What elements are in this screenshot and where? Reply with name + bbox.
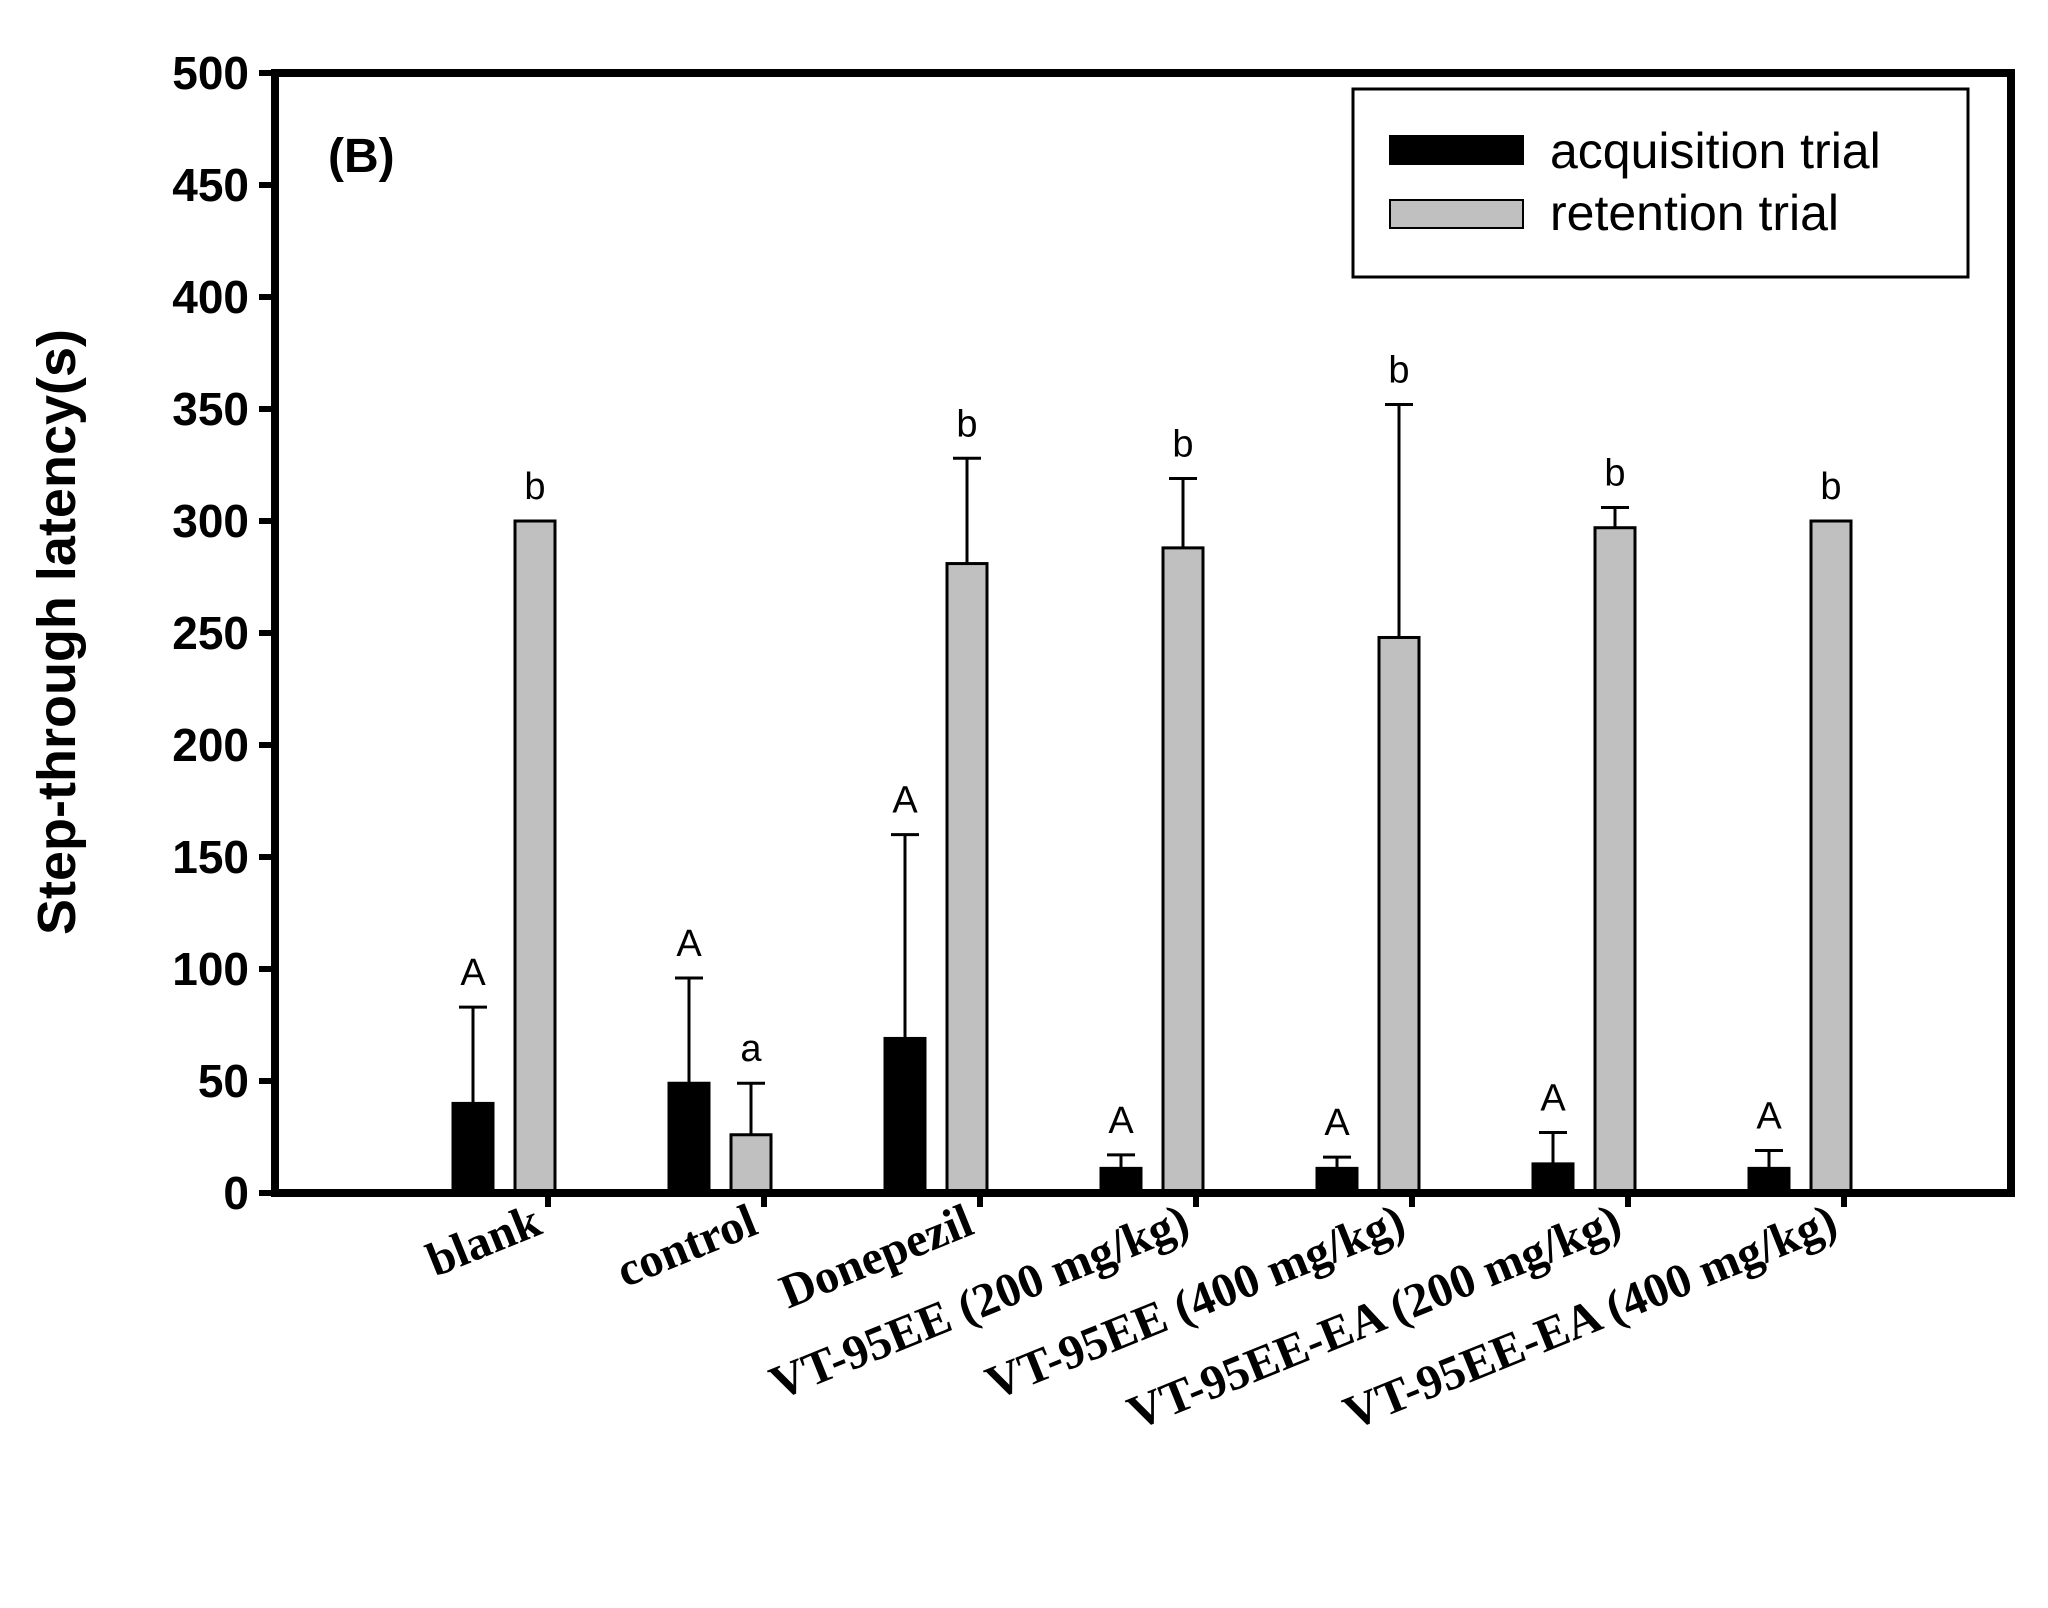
bar: [1747, 1166, 1791, 1195]
y-tick-label: 50: [198, 1055, 249, 1107]
legend-label-acquisition: acquisition trial: [1550, 123, 1881, 179]
legend-label-retention: retention trial: [1550, 185, 1839, 241]
bar: [729, 1133, 773, 1195]
significance-label: A: [892, 780, 918, 822]
y-axis-label: Step-through latency(s): [27, 329, 87, 935]
bar: [1315, 1166, 1359, 1195]
significance-label: A: [1324, 1102, 1350, 1144]
significance-label: A: [1756, 1095, 1782, 1137]
bar: [1161, 546, 1205, 1195]
y-tick-label: 350: [172, 383, 249, 435]
y-tick-label: 300: [172, 495, 249, 547]
plot-frame: [271, 69, 2015, 1197]
y-axis: 0 50 100 150 200 250 300 350 400 450 500: [172, 47, 275, 1219]
y-tick-label: 400: [172, 271, 249, 323]
y-tick-label: 0: [223, 1167, 249, 1219]
bar: [667, 1081, 711, 1195]
significance-label: A: [676, 923, 702, 965]
panel-label: (B): [328, 130, 395, 183]
bar: [513, 519, 557, 1195]
y-tick-label: 100: [172, 943, 249, 995]
legend-box: [1351, 87, 1970, 279]
significance-label: b: [956, 403, 977, 445]
legend-swatch-retention: [1389, 199, 1524, 229]
significance-label: b: [524, 466, 545, 508]
bar: [451, 1101, 495, 1195]
significance-label: A: [460, 952, 486, 994]
significance-label: A: [1540, 1078, 1566, 1120]
bar: [1809, 519, 1853, 1195]
legend: acquisition trial retention trial: [1351, 87, 1970, 279]
legend-swatch-acquisition: [1389, 135, 1524, 165]
significance-label: b: [1172, 423, 1193, 465]
y-tick-label: 500: [172, 47, 249, 99]
y-tick-label: 250: [172, 607, 249, 659]
bar: [945, 562, 989, 1195]
bar: [1531, 1162, 1575, 1195]
bar: [1377, 635, 1421, 1195]
bar: [1593, 526, 1637, 1195]
y-tick-label: 150: [172, 831, 249, 883]
significance-label: b: [1604, 453, 1625, 495]
significance-label: a: [740, 1028, 762, 1070]
significance-label: b: [1388, 350, 1409, 392]
y-tick-label: 450: [172, 159, 249, 211]
significance-label: A: [1108, 1100, 1134, 1142]
y-tick-label: 200: [172, 719, 249, 771]
bar: [883, 1036, 927, 1195]
significance-label: b: [1820, 466, 1841, 508]
